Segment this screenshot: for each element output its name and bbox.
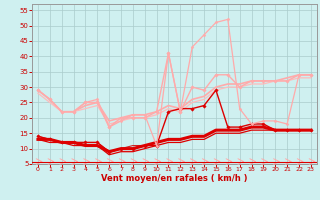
X-axis label: Vent moyen/en rafales ( km/h ): Vent moyen/en rafales ( km/h ) [101,174,248,183]
